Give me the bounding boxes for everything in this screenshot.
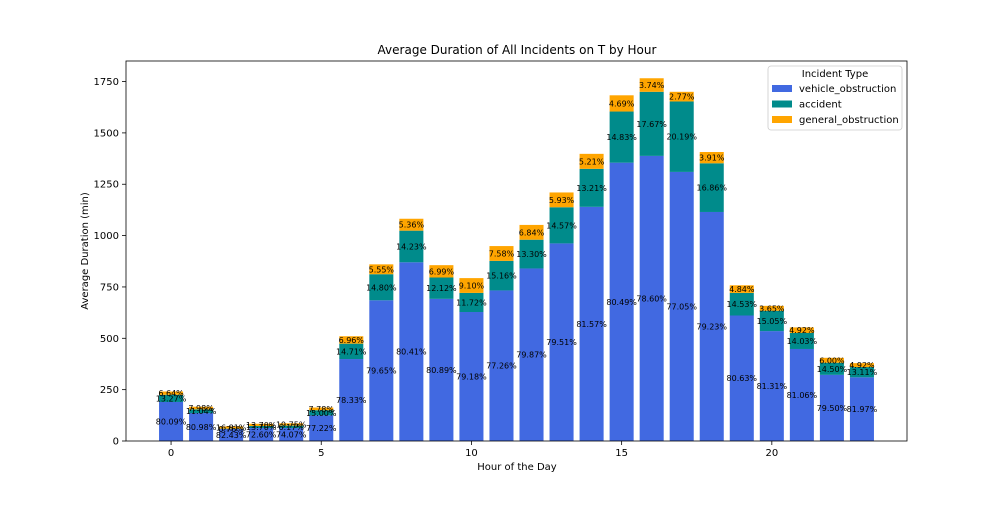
data-label: 7.98% (188, 404, 214, 413)
data-label: 4.84% (729, 285, 755, 294)
data-label: 14.83% (606, 133, 637, 142)
data-label: 16.81% (216, 424, 247, 433)
y-tick-label: 250 (100, 385, 119, 396)
data-label: 80.89% (426, 366, 457, 375)
data-label: 74.07% (276, 431, 307, 440)
y-tick-label: 1750 (94, 77, 119, 88)
data-label: 79.18% (456, 373, 487, 382)
data-label: 4.69% (609, 99, 635, 108)
y-axis-label: Average Duration (min) (80, 192, 91, 310)
data-label: 14.03% (787, 337, 818, 346)
data-label: 6.99% (429, 267, 455, 276)
x-tick-label: 0 (168, 448, 174, 459)
data-label: 3.74% (639, 81, 665, 90)
x-axis: 0 5 10 15 20 (168, 441, 778, 459)
y-tick-label: 1000 (94, 231, 119, 242)
data-labels-layer: 80.09%80.98%82.43%72.60%74.07%77.22%78.3… (156, 81, 878, 440)
data-label: 12.12% (426, 284, 457, 293)
data-label: 6.64% (158, 389, 184, 398)
x-tick-label: 5 (318, 448, 324, 459)
legend-title: Incident Type (802, 69, 868, 80)
y-tick-label: 500 (100, 334, 119, 345)
x-axis-label: Hour of the Day (477, 462, 557, 473)
data-label: 81.06% (787, 391, 818, 400)
data-label: 5.21% (579, 157, 605, 166)
data-label: 81.97% (847, 405, 878, 414)
data-label: 3.65% (759, 304, 785, 313)
data-label: 79.51% (546, 338, 577, 347)
data-label: 11.72% (456, 298, 487, 307)
legend-swatch-accident (772, 101, 792, 108)
data-label: 13.30% (516, 250, 547, 259)
data-label: 3.91% (699, 154, 725, 163)
data-label: 15.16% (486, 272, 517, 281)
data-label: 80.41% (396, 348, 427, 357)
legend: Incident Type vehicle_obstruction accident… (768, 66, 902, 130)
y-axis: 0 250 500 750 1000 1250 1500 1750 (94, 77, 126, 447)
data-label: 78.33% (336, 396, 367, 405)
legend-swatch-general_obstruction (772, 116, 792, 123)
legend-entry-accident: accident (799, 100, 842, 111)
data-label: 14.71% (336, 347, 367, 356)
y-tick-label: 1500 (94, 128, 119, 139)
data-label: 78.60% (636, 294, 667, 303)
data-label: 16.86% (696, 184, 727, 193)
legend-swatch-vehicle_obstruction (772, 85, 792, 92)
data-label: 14.80% (366, 283, 397, 292)
data-label: 80.63% (727, 374, 758, 383)
x-tick-label: 15 (615, 448, 628, 459)
data-label: 4.92% (849, 361, 875, 370)
data-label: 7.58% (489, 249, 515, 258)
data-label: 13.70% (246, 421, 277, 430)
data-label: 80.98% (186, 423, 217, 432)
data-label: 79.23% (696, 322, 727, 331)
data-label: 2.77% (669, 93, 695, 102)
y-tick-label: 1250 (94, 180, 119, 191)
data-label: 9.10% (459, 282, 485, 291)
data-label: 79.50% (817, 404, 848, 413)
data-label: 15.05% (757, 317, 788, 326)
data-label: 20.19% (666, 133, 697, 142)
data-label: 80.49% (606, 298, 637, 307)
data-label: 80.09% (156, 417, 187, 426)
x-tick-label: 10 (465, 448, 478, 459)
data-label: 79.87% (516, 351, 547, 360)
data-label: 81.57% (576, 320, 607, 329)
legend-entry-general_obstruction: general_obstruction (799, 115, 899, 126)
data-label: 6.00% (819, 356, 845, 365)
data-label: 6.96% (339, 336, 365, 345)
x-tick-label: 20 (765, 448, 778, 459)
data-label: 14.57% (546, 221, 577, 230)
data-label: 17.67% (636, 120, 667, 129)
data-label: 5.36% (399, 221, 425, 230)
data-label: 19.75% (276, 420, 307, 429)
data-label: 5.93% (549, 196, 575, 205)
data-label: 14.53% (727, 300, 758, 309)
data-label: 77.26% (486, 362, 517, 371)
data-label: 14.23% (396, 242, 427, 251)
data-label: 77.05% (666, 302, 697, 311)
data-label: 81.31% (757, 382, 788, 391)
data-label: 6.84% (519, 228, 545, 237)
data-label: 77.22% (306, 424, 337, 433)
y-tick-label: 750 (100, 282, 119, 293)
data-label: 14.50% (817, 365, 848, 374)
data-label: 13.21% (576, 184, 607, 193)
data-label: 5.55% (369, 265, 395, 274)
legend-entry-vehicle_obstruction: vehicle_obstruction (799, 84, 896, 95)
data-label: 4.92% (789, 326, 815, 335)
y-tick-label: 0 (113, 437, 119, 448)
data-label: 79.65% (366, 367, 397, 376)
chart-title: Average Duration of All Incidents on T b… (378, 43, 657, 57)
data-label: 7.78% (309, 405, 335, 414)
